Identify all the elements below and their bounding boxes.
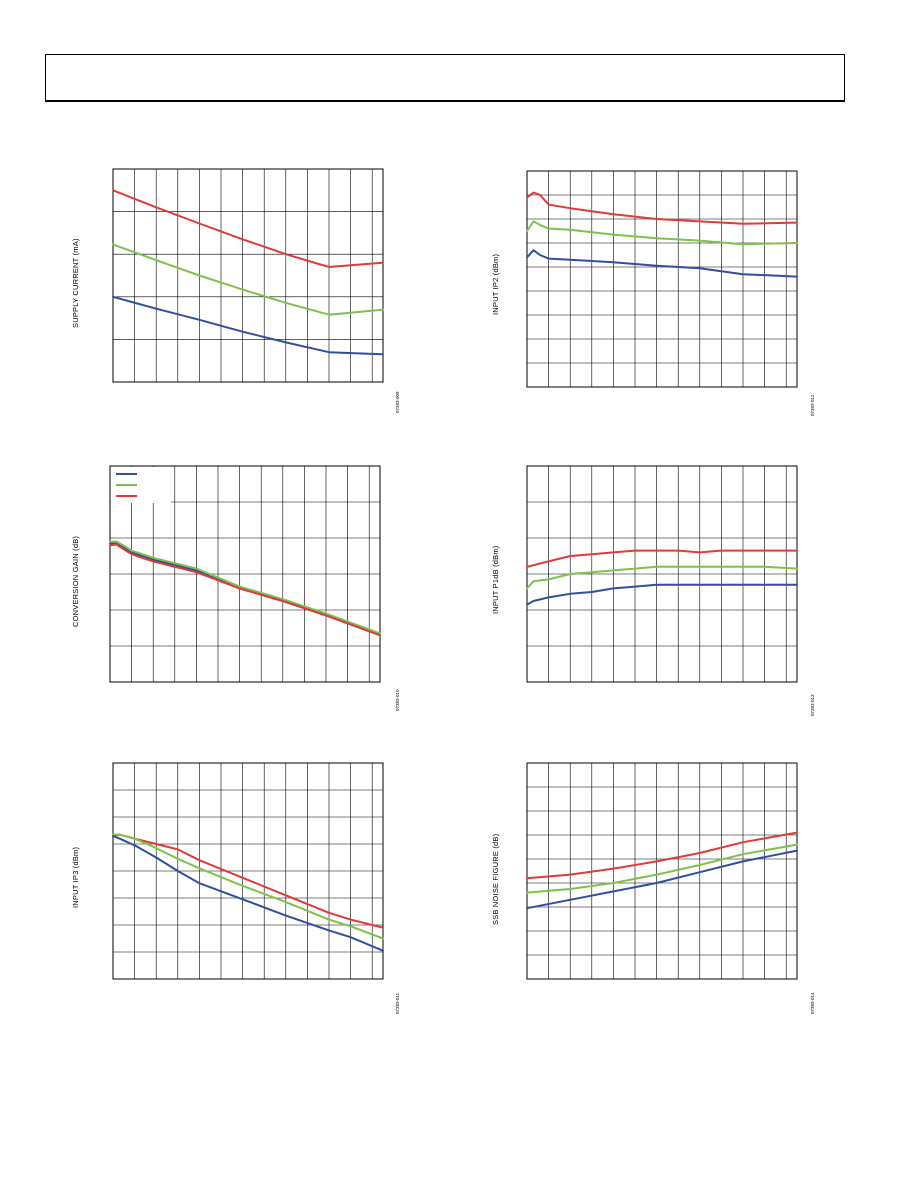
plot-frame (112, 168, 384, 383)
chart-input-ip3-figure-code: 07383-011 (395, 992, 400, 1014)
chart-supply-current-figure-code: 07383-009 (395, 391, 400, 413)
series-line-1 (112, 833, 384, 940)
series-line-0 (526, 831, 798, 880)
series-line-2 (526, 849, 798, 910)
chart-input-ip3-ylabel: INPUT IP3 (dBm) (71, 846, 80, 908)
chart-input-p1db-ylabel: INPUT P1dB (dBm) (491, 545, 500, 615)
plot-frame (526, 170, 798, 388)
chart-input-ip2-plot (526, 170, 798, 388)
chart-conversion-gain-ylabel: CONVERSION GAIN (dB) (71, 535, 80, 627)
series-line-0 (112, 189, 384, 268)
series-line-2 (112, 834, 384, 952)
plot-frame (526, 465, 798, 683)
chart-supply-current (112, 168, 384, 383)
chart-ssb-noise-figure-ylabel: SSB NOISE FIGURE (dB) (491, 833, 500, 925)
plot-frame (109, 465, 381, 683)
series-line-1 (112, 243, 384, 316)
series-line-2 (112, 295, 384, 356)
chart-input-ip3-plot (112, 762, 384, 980)
series-line-1 (526, 220, 798, 246)
chart-ssb-noise-figure-plot (526, 762, 798, 980)
chart-conversion-gain-figure-code: 07383-010 (395, 689, 400, 711)
chart-ssb-noise-figure-figure-code: 07383-014 (810, 992, 815, 1014)
chart-conversion-gain (109, 465, 381, 683)
series-line-0 (526, 549, 798, 568)
plot-frame (526, 762, 798, 980)
chart-ssb-noise-figure (526, 762, 798, 980)
chart-input-ip2-figure-code: 07383-012 (810, 394, 815, 416)
chart-input-ip2-ylabel: INPUT IP2 (dBm) (491, 253, 500, 315)
page-header-box (45, 54, 845, 102)
series-line-1 (526, 565, 798, 590)
series-line-2 (526, 249, 798, 278)
series-line-0 (112, 833, 384, 929)
plot-frame (112, 762, 384, 980)
chart-input-p1db (526, 465, 798, 683)
chart-input-ip3 (112, 762, 384, 980)
chart-supply-current-ylabel: SUPPLY CURRENT (mA) (71, 238, 80, 328)
chart-input-ip2 (526, 170, 798, 388)
series-line-1 (109, 540, 381, 635)
chart-input-p1db-plot (526, 465, 798, 683)
series-line-2 (526, 583, 798, 606)
chart-input-p1db-figure-code: 07383-013 (810, 694, 815, 716)
chart-supply-current-plot (112, 168, 384, 383)
chart-conversion-gain-plot (109, 465, 381, 683)
series-line-1 (526, 843, 798, 894)
series-line-2 (109, 543, 381, 637)
series-line-0 (526, 191, 798, 225)
